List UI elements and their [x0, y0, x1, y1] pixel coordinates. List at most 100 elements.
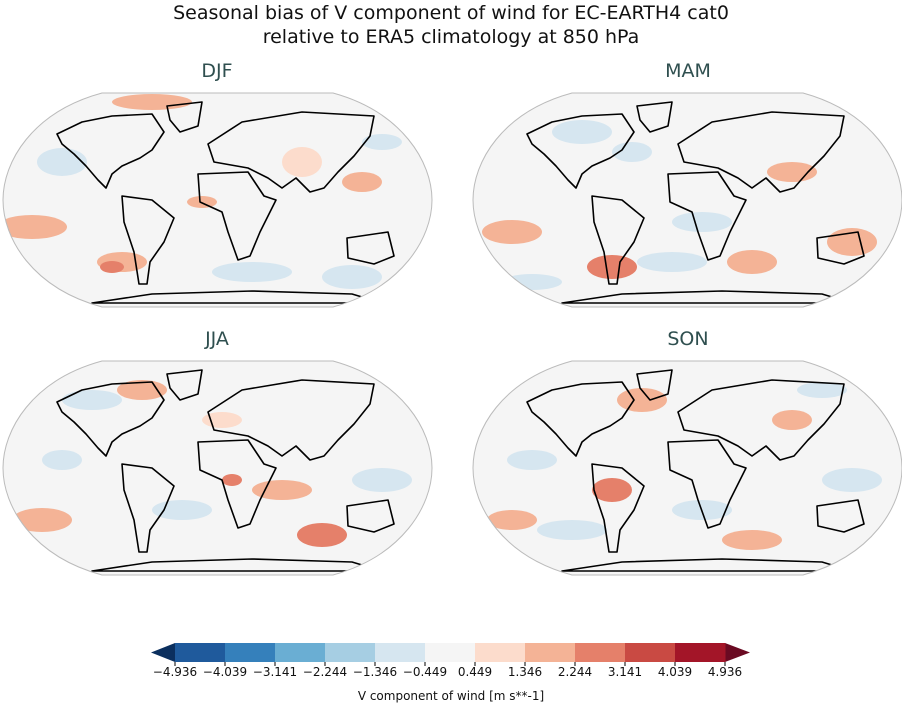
- map-jja: [2, 360, 433, 576]
- map-background: [473, 93, 902, 307]
- coastline: [197, 171, 277, 261]
- figure-title-line1: Seasonal bias of V component of wind for…: [173, 2, 729, 24]
- coastline: [207, 111, 375, 193]
- bias-region: [322, 265, 382, 289]
- bias-region: [822, 468, 882, 492]
- coastline: [121, 463, 175, 553]
- coastline: [56, 381, 165, 457]
- coastline: [197, 439, 277, 529]
- bias-region: [727, 250, 777, 274]
- bias-region: [637, 252, 707, 272]
- coastline: [207, 379, 375, 461]
- bias-region: [187, 196, 217, 208]
- bias-region: [362, 134, 402, 150]
- colorbar-segment: [525, 643, 576, 662]
- bias-region: [772, 410, 812, 430]
- coastline: [526, 113, 635, 189]
- coastline: [591, 195, 645, 285]
- coastline: [636, 369, 673, 401]
- colorbar: [151, 643, 750, 666]
- colorbar-tick-label: −1.346: [352, 665, 398, 679]
- coastline: [526, 381, 635, 457]
- colorbar-tick-label: −4.039: [202, 665, 248, 679]
- bias-region: [507, 450, 557, 470]
- colorbar-tick-label: 2.244: [557, 665, 593, 679]
- panel-title-djf: DJF: [201, 60, 233, 82]
- panel-title-mam: MAM: [665, 60, 711, 82]
- bias-region: [352, 468, 412, 492]
- bias-region: [12, 508, 72, 532]
- bias-region: [482, 220, 542, 244]
- coastline: [667, 439, 747, 529]
- bias-region: [212, 262, 292, 282]
- coastline: [816, 231, 865, 265]
- bias-region: [767, 162, 817, 182]
- coastline: [816, 499, 865, 533]
- coastline: [121, 195, 175, 285]
- colorbar-tick-label: −3.141: [252, 665, 298, 679]
- bias-region: [487, 510, 537, 530]
- colorbar-tick-label: 4.039: [657, 665, 693, 679]
- coastline: [677, 379, 845, 461]
- figure-title-line2: relative to ERA5 climatology at 850 hPa: [262, 26, 640, 48]
- coastline: [677, 111, 845, 193]
- colorbar-tick-label: 3.141: [607, 665, 643, 679]
- bias-region: [62, 390, 122, 410]
- colorbar-over-extension: [725, 643, 750, 662]
- coastline: [636, 101, 673, 133]
- coastline: [346, 231, 395, 265]
- map-border: [472, 360, 902, 576]
- coastline: [667, 171, 747, 261]
- colorbar-under-extension: [151, 643, 175, 662]
- bias-region: [222, 474, 242, 486]
- coastline: [91, 290, 383, 304]
- map-border: [472, 92, 902, 308]
- colorbar-segment: [475, 643, 526, 662]
- colorbar-tick-label: 0.449: [457, 665, 493, 679]
- panel-title-son: SON: [667, 328, 709, 350]
- map-mam: [472, 92, 902, 308]
- map-djf: [2, 92, 433, 308]
- colorbar-segment: [675, 643, 726, 662]
- map-son: [472, 360, 902, 576]
- map-background: [3, 361, 432, 575]
- colorbar-tick-label: −2.244: [302, 665, 348, 679]
- coastline: [56, 113, 165, 189]
- colorbar-segment: [575, 643, 626, 662]
- bias-region: [537, 520, 607, 540]
- bias-region: [100, 261, 124, 273]
- panel-title-jja: JJA: [205, 328, 229, 350]
- coastline: [91, 558, 383, 572]
- bias-region: [152, 500, 212, 520]
- colorbar-segment: [425, 643, 476, 662]
- colorbar-segment: [375, 643, 426, 662]
- map-border: [2, 360, 433, 576]
- map-border: [2, 92, 433, 308]
- bias-region: [672, 212, 732, 232]
- colorbar-tick-label: 1.346: [507, 665, 543, 679]
- bias-region: [587, 255, 637, 279]
- bias-region: [797, 382, 847, 398]
- colorbar-segment: [175, 643, 226, 662]
- bias-region: [42, 450, 82, 470]
- colorbar-tick-label: 4.936: [707, 665, 743, 679]
- bias-region: [722, 530, 782, 550]
- bias-region: [3, 215, 67, 239]
- colorbar-segment: [275, 643, 326, 662]
- bias-region: [282, 147, 322, 177]
- coastline: [346, 499, 395, 533]
- colorbar-label: V component of wind [m s**-1]: [357, 689, 545, 703]
- bias-region: [342, 172, 382, 192]
- colorbar-segment: [625, 643, 676, 662]
- colorbar-segment: [225, 643, 276, 662]
- colorbar-tick-label: −0.449: [402, 665, 448, 679]
- bias-region: [297, 523, 347, 547]
- coastline: [591, 463, 645, 553]
- coastline: [166, 101, 203, 133]
- bias-region: [592, 478, 632, 502]
- colorbar-tick-label: −4.936: [152, 665, 198, 679]
- bias-region: [612, 142, 652, 162]
- coastline: [561, 558, 853, 572]
- bias-region: [37, 148, 87, 176]
- bias-region: [552, 120, 612, 144]
